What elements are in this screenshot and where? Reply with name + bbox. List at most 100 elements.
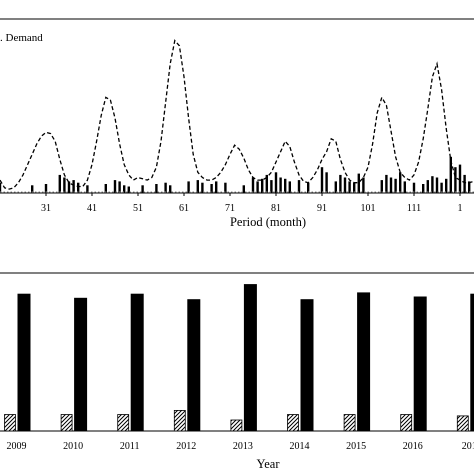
bottom-tick-label: 2013: [233, 441, 253, 452]
bar-orders: [123, 185, 126, 194]
series-line-demand: [0, 39, 474, 190]
bar-orders: [389, 177, 393, 193]
bottom-tick-label: 2012: [176, 441, 196, 452]
bar-orders: [44, 184, 48, 193]
bar-orders: [141, 185, 144, 194]
yearly-chart: 2009 2010 2011 2012 2013 2014 2015 2016 201 Year: [0, 272, 474, 471]
bar-solid: [413, 296, 427, 431]
bar-orders: [72, 180, 75, 193]
bar-hatched: [230, 419, 243, 432]
bar-orders: [155, 184, 158, 193]
top-tick-label: 81: [271, 203, 281, 214]
bar-orders: [422, 184, 425, 193]
top-tick-label: 51: [133, 203, 143, 214]
bar-orders: [343, 177, 347, 193]
bottom-tick-label: 201: [462, 441, 474, 452]
bar-orders: [242, 185, 245, 194]
bar-orders: [362, 177, 365, 193]
bar-solid: [74, 297, 88, 431]
bar-orders: [454, 167, 457, 193]
top-tick-label: 91: [317, 203, 327, 214]
top-tick-label: 111: [407, 203, 421, 214]
bar-orders: [104, 184, 107, 193]
bar-orders: [86, 185, 89, 194]
bar-hatched: [456, 415, 469, 432]
bar-orders: [445, 178, 448, 193]
bar-orders: [426, 180, 429, 193]
bottom-tick-label: 2009: [7, 441, 27, 452]
bar-orders: [288, 181, 291, 193]
bar-orders: [449, 156, 452, 193]
bar-orders: [435, 177, 439, 193]
bar-orders: [307, 182, 310, 193]
bar-orders: [339, 174, 342, 193]
bar-orders: [77, 182, 80, 193]
bar-orders: [320, 167, 324, 193]
bar-hatched: [4, 414, 16, 432]
top-x-axis-title: Period (month): [230, 215, 306, 229]
bar-orders: [353, 182, 356, 193]
bar-orders: [0, 182, 2, 193]
bar-orders: [412, 182, 416, 193]
bar-orders: [256, 181, 259, 193]
bar-orders: [458, 164, 462, 193]
bar-hatched: [173, 409, 186, 432]
bar-orders: [127, 186, 130, 193]
top-tick-label: 41: [87, 203, 97, 214]
bar-orders: [215, 181, 218, 193]
bar-solid: [300, 299, 314, 431]
bar-orders: [348, 181, 351, 193]
bar-orders: [403, 181, 406, 193]
top-tick-label: 31: [41, 203, 51, 214]
bottom-tick-label: 2011: [120, 441, 140, 452]
bar-orders: [431, 176, 434, 193]
bottom-tick-label: 2014: [290, 441, 310, 452]
bar-orders: [270, 180, 273, 193]
bar-orders: [31, 185, 34, 194]
top-tick-label: 1: [458, 203, 463, 214]
bar-orders: [196, 180, 199, 193]
bottom-tick-label: 2010: [63, 441, 83, 452]
bar-solid: [17, 293, 31, 431]
bar-orders: [201, 182, 204, 193]
bar-orders: [284, 178, 287, 193]
bar-orders: [210, 184, 213, 193]
bar-orders: [325, 172, 328, 193]
bar-solid: [470, 293, 474, 431]
bar-orders: [399, 172, 402, 193]
bar-orders: [274, 172, 278, 193]
bottom-tick-label: 2016: [403, 441, 423, 452]
bottom-x-axis-title: Year: [256, 457, 280, 471]
top-tick-label: 71: [225, 203, 235, 214]
bar-orders: [261, 178, 264, 193]
bar-orders: [224, 182, 227, 193]
bar-orders: [357, 173, 360, 193]
bar-orders: [385, 174, 388, 193]
bar-orders: [67, 181, 71, 193]
legend-label-demand: . Demand: [0, 32, 43, 44]
bar-orders: [279, 177, 282, 193]
bar-orders: [334, 181, 337, 193]
bar-orders: [380, 180, 383, 193]
bar-orders: [468, 181, 471, 193]
bar-orders: [169, 185, 172, 194]
bar-solid: [130, 293, 144, 431]
bar-solid: [357, 292, 371, 431]
bar-orders: [463, 174, 466, 193]
bar-orders: [113, 180, 117, 193]
bar-orders: [164, 182, 167, 193]
bottom-tick-label: 2015: [346, 441, 366, 452]
bar-hatched: [287, 414, 299, 432]
bar-orders: [297, 180, 301, 193]
top-tick-label: 101: [361, 203, 376, 214]
bar-hatched: [60, 414, 73, 432]
bar-orders: [394, 178, 397, 193]
bar-orders: [63, 177, 66, 193]
bar-orders: [118, 181, 121, 193]
bar-orders: [58, 174, 61, 193]
demand-chart: 31 41 51 61 71 81 91 101 111 1 . Demand Period (m…: [0, 18, 474, 229]
bar-orders: [187, 181, 190, 193]
bar-orders: [265, 174, 268, 193]
bar-orders: [251, 177, 255, 193]
